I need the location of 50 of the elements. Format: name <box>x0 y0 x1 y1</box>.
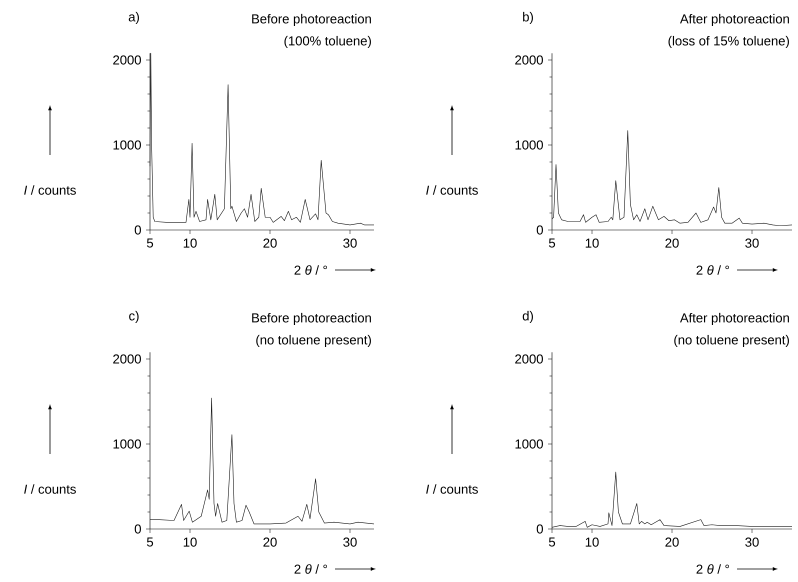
text: c) <box>129 310 139 324</box>
x-tick-label: 30 <box>745 238 759 248</box>
x-tick-label: 5 <box>548 538 556 547</box>
x-tick-label: 5 <box>146 238 154 248</box>
chart-title: Before photoreaction <box>252 14 371 26</box>
x-axis-title: 2 θ / ° <box>294 265 328 275</box>
x-tick-label: 10 <box>184 238 197 248</box>
text: d) <box>522 310 533 324</box>
line-series <box>150 398 374 524</box>
chart-title: After photoreaction <box>680 14 789 26</box>
x-axis-title: 2 θ / ° <box>696 564 730 574</box>
line-series <box>552 130 792 226</box>
x-tick-label: 20 <box>263 238 277 248</box>
x-axis-title: 2 θ / ° <box>294 564 328 574</box>
y-tick-label: 0 <box>536 524 543 534</box>
x-tick-label: 5 <box>146 538 154 547</box>
x-axis-title: 2 θ / ° <box>696 265 730 275</box>
chart-title: After photoreaction <box>680 312 789 326</box>
y-tick-label: 1000 <box>114 140 141 150</box>
x-tick-label: 20 <box>665 238 679 248</box>
y-tick-label: 2000 <box>515 354 543 364</box>
y-tick-label: 0 <box>536 225 543 235</box>
x-tick-label: 10 <box>184 538 197 547</box>
x-tick-label: 30 <box>343 238 357 248</box>
y-tick-label: 2000 <box>515 55 543 65</box>
x-tick-label: 30 <box>343 538 357 547</box>
y-tick-label: 1000 <box>516 439 543 449</box>
y-axis-title: I / counts <box>426 185 478 195</box>
y-axis-title: I / counts <box>24 484 76 494</box>
y-tick-label: 2000 <box>113 55 141 65</box>
y-axis-title: I / counts <box>24 185 76 195</box>
text: b) <box>523 12 533 24</box>
text: a) <box>128 12 139 24</box>
x-tick-label: 5 <box>548 238 556 248</box>
y-tick-label: 0 <box>134 225 141 235</box>
chart-subtitle: (100% toluene) <box>284 36 371 48</box>
y-tick-label: 1000 <box>516 140 543 150</box>
x-tick-label: 30 <box>745 538 759 547</box>
y-tick-label: 0 <box>134 524 141 534</box>
x-tick-label: 10 <box>586 238 599 248</box>
x-tick-label: 20 <box>665 538 679 547</box>
x-tick-label: 10 <box>586 538 599 547</box>
chart-subtitle: (no toluene present) <box>674 334 789 348</box>
y-tick-label: 2000 <box>113 354 141 364</box>
chart-subtitle: (no toluene present) <box>256 334 371 348</box>
x-tick-label: 20 <box>263 538 277 547</box>
chart-subtitle: (loss of 15% toluene) <box>668 36 789 48</box>
y-axis-title: I / counts <box>426 484 478 494</box>
chart-title: Before photoreaction <box>252 312 371 326</box>
y-tick-label: 1000 <box>114 439 141 449</box>
